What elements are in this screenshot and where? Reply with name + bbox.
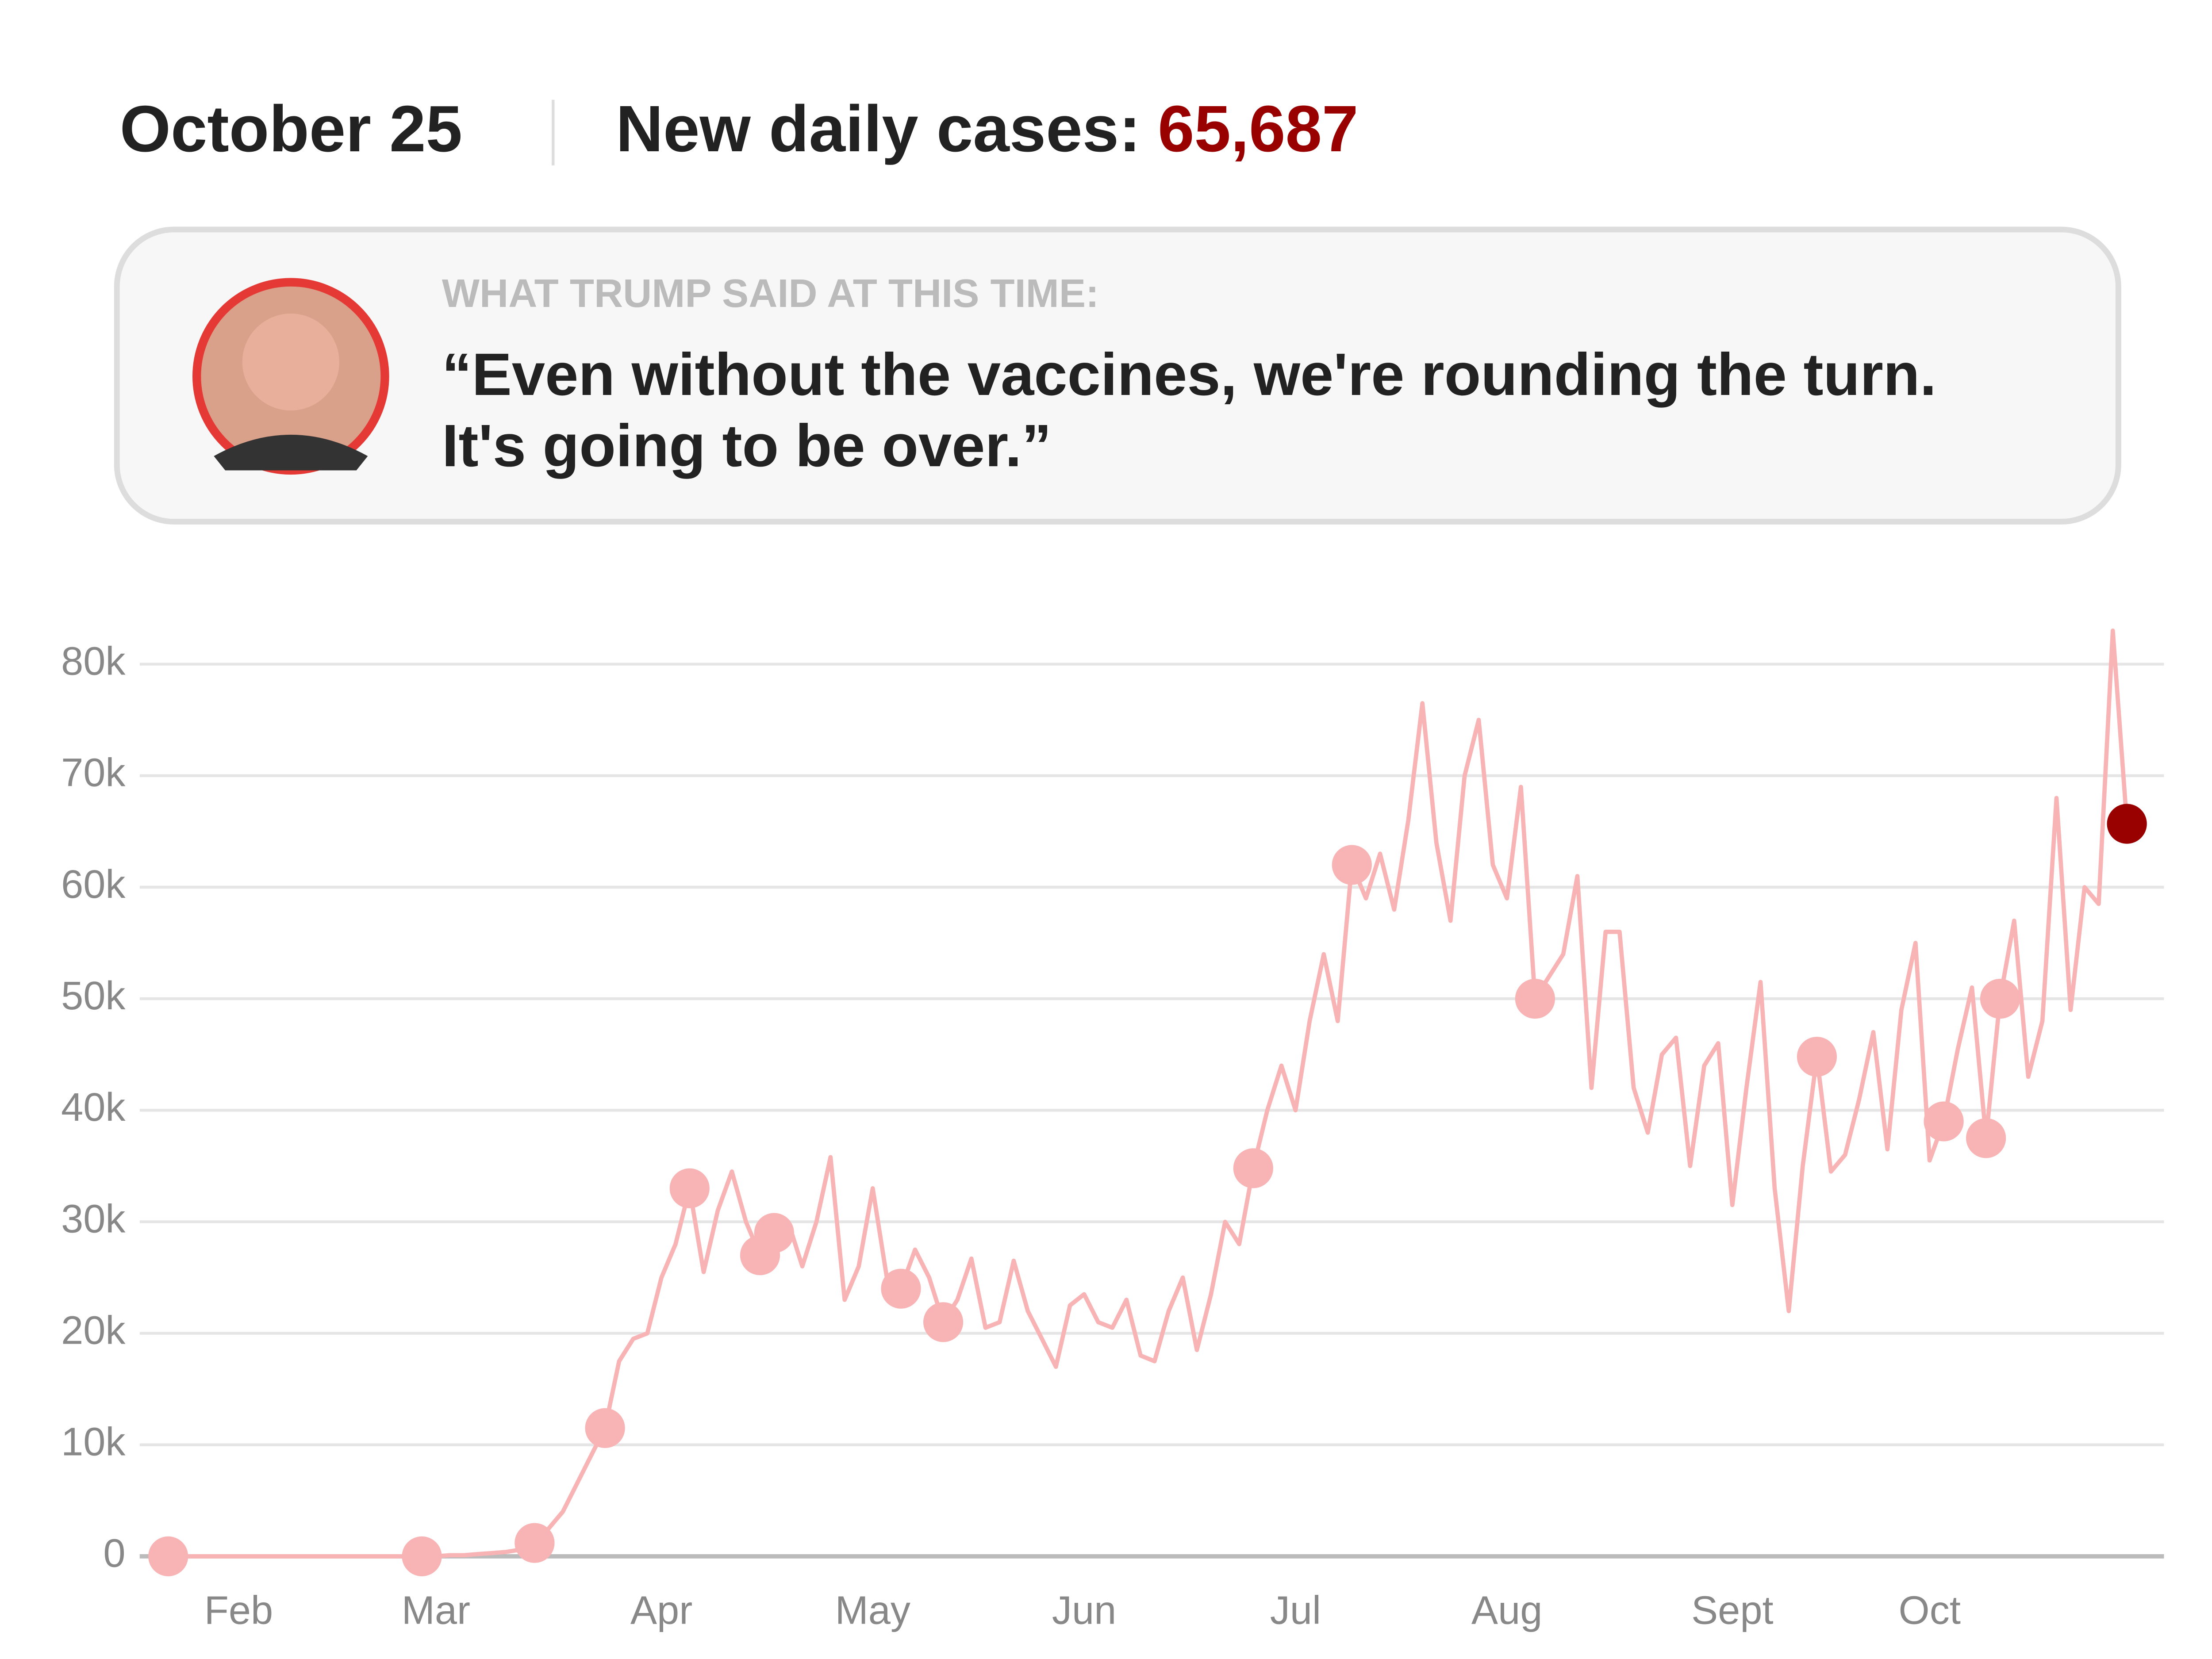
headline: New daily cases: 65,687 xyxy=(616,92,1358,165)
current-marker xyxy=(2107,804,2147,844)
x-tick-label: May xyxy=(835,1588,910,1633)
marker xyxy=(148,1536,188,1576)
marker xyxy=(585,1408,625,1448)
x-tick-label: Feb xyxy=(204,1588,273,1633)
current-value: 65,687 xyxy=(1158,92,1358,165)
marker xyxy=(754,1213,794,1253)
x-tick-label: Sept xyxy=(1691,1588,1774,1633)
marker xyxy=(1797,1037,1837,1077)
quote-line: It's going to be over.” xyxy=(442,412,1052,479)
x-tick-label: Oct xyxy=(1899,1588,1961,1633)
y-tick-label: 30k xyxy=(61,1196,126,1241)
marker xyxy=(1515,979,1555,1019)
x-tick-label: Jun xyxy=(1052,1588,1116,1633)
portrait-suit xyxy=(214,434,368,471)
y-tick-label: 70k xyxy=(61,751,126,795)
portrait-face xyxy=(242,314,339,411)
marker xyxy=(1980,979,2020,1019)
quote-heading: WHAT TRUMP SAID AT THIS TIME: xyxy=(442,271,1099,316)
marker xyxy=(515,1523,555,1563)
marker xyxy=(923,1302,964,1342)
marker xyxy=(1233,1148,1273,1188)
y-tick-label: 60k xyxy=(61,862,126,907)
x-tick-label: Mar xyxy=(402,1588,470,1633)
y-tick-label: 10k xyxy=(61,1420,126,1464)
x-tick-label: Aug xyxy=(1471,1588,1543,1633)
x-tick-label: Apr xyxy=(630,1588,692,1633)
headline-label: New daily cases: xyxy=(616,92,1141,165)
y-tick-label: 20k xyxy=(61,1308,126,1352)
marker xyxy=(1924,1101,1964,1142)
marker xyxy=(402,1536,442,1576)
quote-box xyxy=(114,226,2121,525)
y-tick-label: 40k xyxy=(61,1085,126,1130)
marker xyxy=(1332,845,1372,885)
marker xyxy=(669,1168,710,1208)
y-tick-label: 50k xyxy=(61,973,126,1018)
y-tick-label: 80k xyxy=(61,639,126,684)
quote-line: “Even without the vaccines, we're roundi… xyxy=(442,341,1936,408)
marker xyxy=(881,1268,921,1309)
marker xyxy=(1966,1118,2006,1158)
date: October 25 xyxy=(120,92,462,165)
x-tick-label: Jul xyxy=(1270,1588,1321,1633)
line xyxy=(168,628,2129,1559)
y-tick-label: 0 xyxy=(103,1531,125,1576)
